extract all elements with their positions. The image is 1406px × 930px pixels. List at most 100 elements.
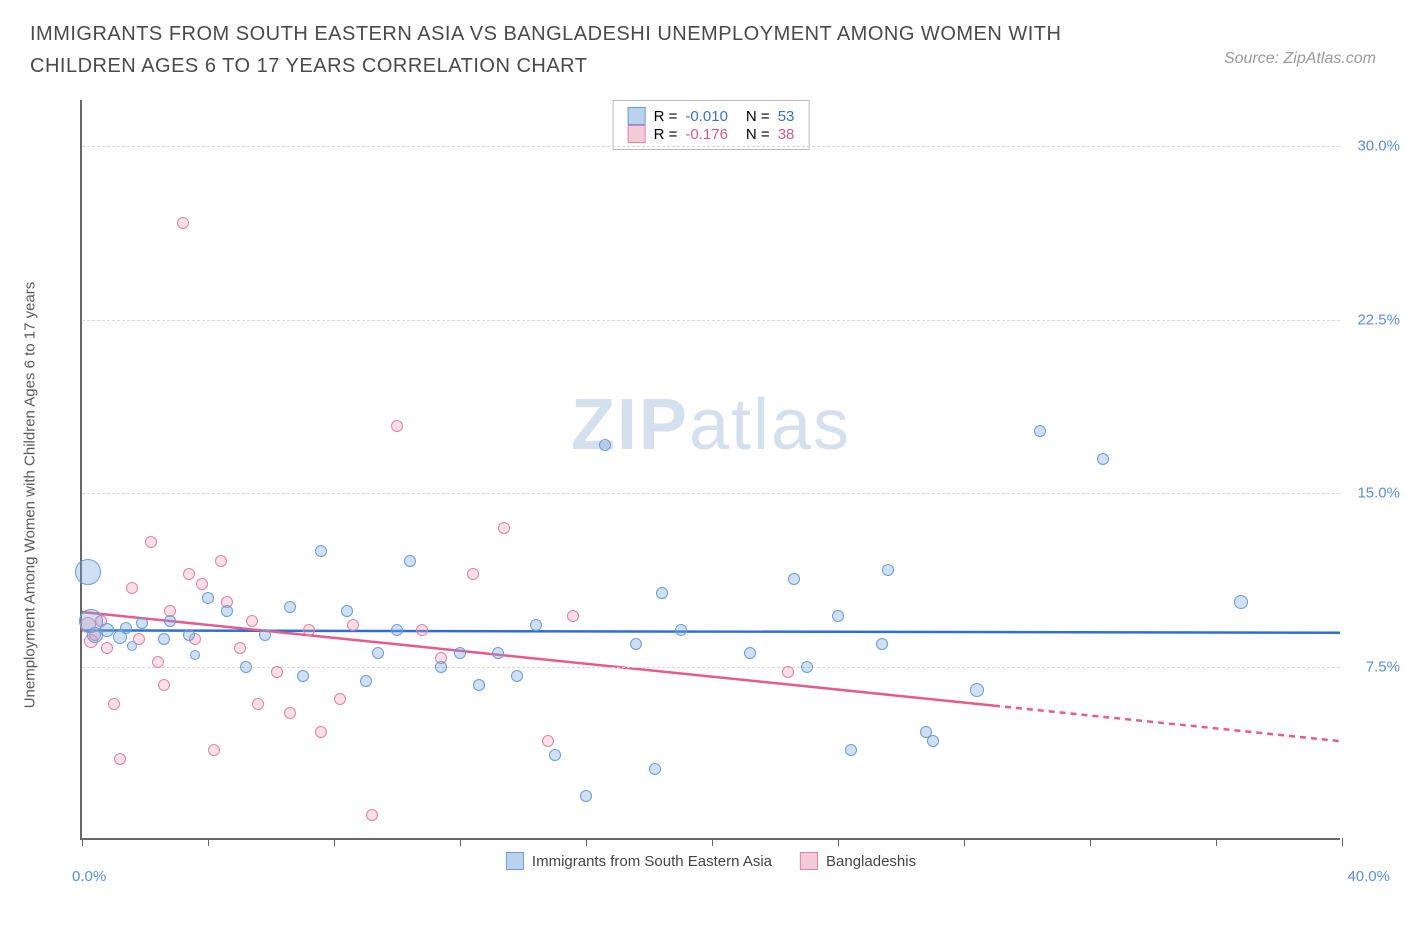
- data-point-blue: [630, 638, 642, 650]
- y-axis-label: Unemployment Among Women with Children A…: [22, 282, 39, 709]
- x-tick: [964, 838, 965, 846]
- y-tick-label: 22.5%: [1357, 311, 1400, 328]
- x-min-label: 0.0%: [72, 868, 106, 885]
- data-point-pink: [183, 568, 195, 580]
- data-point-blue: [1234, 595, 1248, 609]
- data-point-blue: [788, 573, 800, 585]
- gridline: [82, 320, 1340, 321]
- y-tick-label: 7.5%: [1366, 658, 1400, 675]
- data-point-blue: [158, 633, 170, 645]
- x-tick: [712, 838, 713, 846]
- data-point-blue: [259, 629, 271, 641]
- data-point-blue: [75, 559, 101, 585]
- trend-lines: [82, 100, 1340, 838]
- data-point-pink: [303, 624, 315, 636]
- gridline: [82, 146, 1340, 147]
- data-point-blue: [341, 605, 353, 617]
- gridline: [82, 493, 1340, 494]
- data-point-blue: [530, 619, 542, 631]
- data-point-blue: [454, 647, 466, 659]
- data-point-blue: [404, 555, 416, 567]
- data-point-pink: [416, 624, 428, 636]
- data-point-pink: [145, 536, 157, 548]
- source-attribution: Source: ZipAtlas.com: [1224, 50, 1376, 68]
- x-tick: [334, 838, 335, 846]
- data-point-pink: [101, 642, 113, 654]
- x-tick: [1342, 838, 1343, 846]
- y-tick-label: 30.0%: [1357, 138, 1400, 155]
- data-point-pink: [208, 744, 220, 756]
- data-point-pink: [366, 809, 378, 821]
- data-point-pink: [246, 615, 258, 627]
- series-legend: Immigrants from South Eastern Asia Bangla…: [506, 852, 916, 870]
- data-point-blue: [656, 587, 668, 599]
- data-point-blue: [970, 683, 984, 697]
- data-point-pink: [467, 568, 479, 580]
- data-point-pink: [152, 656, 164, 668]
- data-point-blue: [845, 744, 857, 756]
- x-tick: [460, 838, 461, 846]
- x-tick: [1090, 838, 1091, 846]
- data-point-blue: [801, 661, 813, 673]
- data-point-blue: [183, 629, 195, 641]
- data-point-blue: [549, 749, 561, 761]
- data-point-pink: [334, 693, 346, 705]
- data-point-pink: [252, 698, 264, 710]
- data-point-blue: [599, 439, 611, 451]
- data-point-blue: [202, 592, 214, 604]
- data-point-blue: [1034, 425, 1046, 437]
- y-tick-label: 15.0%: [1357, 485, 1400, 502]
- x-tick: [838, 838, 839, 846]
- data-point-blue: [1097, 453, 1109, 465]
- data-point-blue: [473, 679, 485, 691]
- legend-swatch-blue: [506, 852, 524, 870]
- data-point-pink: [108, 698, 120, 710]
- legend-swatch-pink: [800, 852, 818, 870]
- x-max-label: 40.0%: [1347, 868, 1390, 885]
- data-point-blue: [744, 647, 756, 659]
- data-point-pink: [234, 642, 246, 654]
- data-point-blue: [435, 661, 447, 673]
- data-point-pink: [315, 726, 327, 738]
- x-tick: [82, 838, 83, 846]
- x-tick: [586, 838, 587, 846]
- chart-title: IMMIGRANTS FROM SOUTH EASTERN ASIA VS BA…: [30, 18, 1110, 82]
- data-point-pink: [542, 735, 554, 747]
- data-point-blue: [297, 670, 309, 682]
- data-point-pink: [177, 217, 189, 229]
- data-point-blue: [127, 641, 137, 651]
- data-point-pink: [284, 707, 296, 719]
- data-point-pink: [391, 420, 403, 432]
- data-point-blue: [876, 638, 888, 650]
- data-point-pink: [271, 666, 283, 678]
- legend-item: Bangladeshis: [800, 852, 916, 870]
- data-point-blue: [221, 605, 233, 617]
- data-point-blue: [190, 650, 200, 660]
- data-point-blue: [136, 617, 148, 629]
- legend-item: Immigrants from South Eastern Asia: [506, 852, 772, 870]
- data-point-pink: [567, 610, 579, 622]
- data-point-blue: [882, 564, 894, 576]
- plot-area: ZIPatlas R =-0.010N =53R =-0.176N =38 0.…: [80, 100, 1340, 840]
- data-point-pink: [196, 578, 208, 590]
- data-point-pink: [158, 679, 170, 691]
- data-point-pink: [114, 753, 126, 765]
- data-point-blue: [649, 763, 661, 775]
- data-point-blue: [927, 735, 939, 747]
- data-point-pink: [347, 619, 359, 631]
- data-point-pink: [782, 666, 794, 678]
- data-point-blue: [284, 601, 296, 613]
- data-point-blue: [120, 622, 132, 634]
- data-point-blue: [391, 624, 403, 636]
- x-tick: [208, 838, 209, 846]
- data-point-pink: [215, 555, 227, 567]
- x-tick: [1216, 838, 1217, 846]
- data-point-blue: [372, 647, 384, 659]
- data-point-blue: [832, 610, 844, 622]
- data-point-blue: [240, 661, 252, 673]
- data-point-blue: [511, 670, 523, 682]
- legend-label: Immigrants from South Eastern Asia: [532, 853, 772, 870]
- legend-label: Bangladeshis: [826, 853, 916, 870]
- data-point-blue: [580, 790, 592, 802]
- gridline: [82, 667, 1340, 668]
